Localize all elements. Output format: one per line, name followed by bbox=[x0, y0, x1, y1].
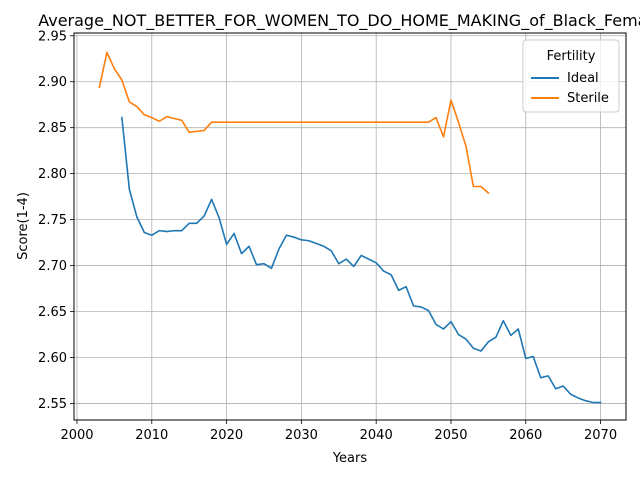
x-tick-label: 2070 bbox=[584, 428, 617, 443]
x-tick-label: 2060 bbox=[509, 428, 542, 443]
x-tick-label: 2020 bbox=[210, 428, 243, 443]
x-axis-ticks: 2000 2010 2020 2030 2040 2050 2060 2070 bbox=[60, 420, 617, 443]
series-line-sterile bbox=[98, 51, 490, 195]
series-lines bbox=[98, 51, 602, 404]
legend: Fertility Ideal Sterile bbox=[522, 39, 620, 113]
legend-label-sterile: Sterile bbox=[567, 91, 609, 106]
y-tick-label: 2.90 bbox=[38, 75, 67, 90]
y-axis-ticks: 2.55 2.60 2.65 2.70 2.75 2.80 2.85 2.90 2.95 bbox=[38, 29, 74, 412]
x-tick-label: 2000 bbox=[60, 428, 93, 443]
x-tick-label: 2030 bbox=[285, 428, 318, 443]
y-tick-label: 2.75 bbox=[38, 213, 67, 228]
y-tick-label: 2.95 bbox=[38, 29, 67, 44]
legend-label-ideal: Ideal bbox=[567, 71, 599, 86]
x-tick-label: 2040 bbox=[360, 428, 393, 443]
y-axis-label: Score(1-4) bbox=[16, 192, 31, 260]
legend-box bbox=[522, 39, 620, 113]
x-tick-label: 2010 bbox=[135, 428, 168, 443]
plot-frame bbox=[73, 32, 627, 421]
legend-title: Fertility bbox=[547, 49, 596, 64]
y-tick-label: 2.80 bbox=[38, 167, 67, 182]
chart-title: Average_NOT_BETTER_FOR_WOMEN_TO_DO_HOME_… bbox=[38, 11, 640, 31]
y-tick-label: 2.65 bbox=[38, 305, 67, 320]
x-axis-label: Years bbox=[332, 451, 368, 466]
y-tick-label: 2.85 bbox=[38, 121, 67, 136]
y-tick-label: 2.60 bbox=[38, 351, 67, 366]
x-tick-label: 2050 bbox=[434, 428, 467, 443]
series-line-ideal bbox=[120, 116, 602, 404]
y-tick-label: 2.55 bbox=[38, 397, 67, 412]
y-tick-label: 2.70 bbox=[38, 259, 67, 274]
